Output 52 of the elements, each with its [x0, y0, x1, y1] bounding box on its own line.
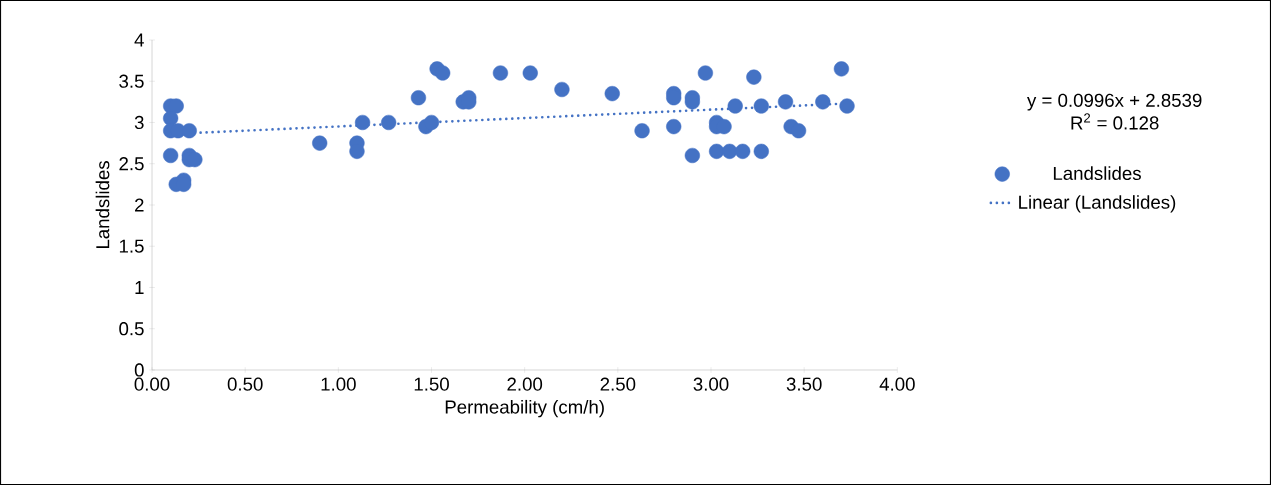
point — [684, 147, 700, 164]
point — [666, 119, 682, 135]
y-tick-label: 2.5 — [119, 157, 144, 171]
x-tick-label: 4.00 — [879, 377, 915, 391]
point — [354, 114, 371, 131]
y-tick-label: 4 — [134, 33, 144, 47]
x-tick-label: 1.00 — [321, 377, 356, 391]
text: y = 0.0996x + 2.8539 — [1027, 93, 1202, 111]
point — [722, 143, 738, 159]
legend-label: Landslides — [1053, 166, 1141, 181]
point — [777, 94, 794, 110]
y-tick-label: 3 — [134, 115, 144, 130]
point — [735, 143, 751, 159]
point — [753, 143, 769, 159]
point — [833, 61, 850, 77]
point — [423, 114, 440, 131]
point — [708, 143, 725, 159]
x-tick-label: 3.00 — [693, 377, 729, 391]
point — [312, 135, 328, 151]
legend-label: Linear (Landslides) — [1019, 195, 1176, 213]
y-tick-label: 1 — [135, 281, 144, 294]
point — [410, 90, 427, 106]
point — [790, 123, 807, 139]
text: R$^{2}$ = 0.128 — [1071, 113, 1159, 130]
y-axis-title: Landslides — [95, 161, 110, 249]
point — [163, 147, 179, 164]
point — [753, 98, 769, 114]
point — [604, 86, 620, 102]
point — [839, 98, 855, 114]
x-tick-label: 0.50 — [227, 377, 263, 391]
point — [815, 94, 831, 110]
y-tick-label: 1.5 — [119, 239, 144, 253]
point — [522, 65, 538, 81]
point — [554, 81, 570, 98]
x-axis-title: Permeability (cm/h) — [445, 399, 604, 418]
y-tick-label: 2 — [135, 198, 144, 212]
y-tick-label: 3.5 — [119, 74, 144, 88]
point — [697, 65, 714, 81]
x-tick-label: 3.50 — [786, 377, 822, 391]
y-tick-label: 0.5 — [119, 322, 144, 336]
point — [435, 65, 451, 81]
point — [181, 123, 197, 139]
point — [727, 98, 743, 114]
point — [634, 123, 650, 139]
x-tick-label: 2.50 — [600, 377, 636, 391]
x-tick-label: 2.00 — [507, 377, 543, 391]
point — [381, 114, 397, 131]
y-tick-label: 0 — [134, 363, 144, 377]
point — [746, 69, 762, 85]
x-tick-label: 1.50 — [414, 377, 449, 391]
x-tick-label: 0.00 — [134, 377, 170, 391]
point — [492, 65, 509, 81]
